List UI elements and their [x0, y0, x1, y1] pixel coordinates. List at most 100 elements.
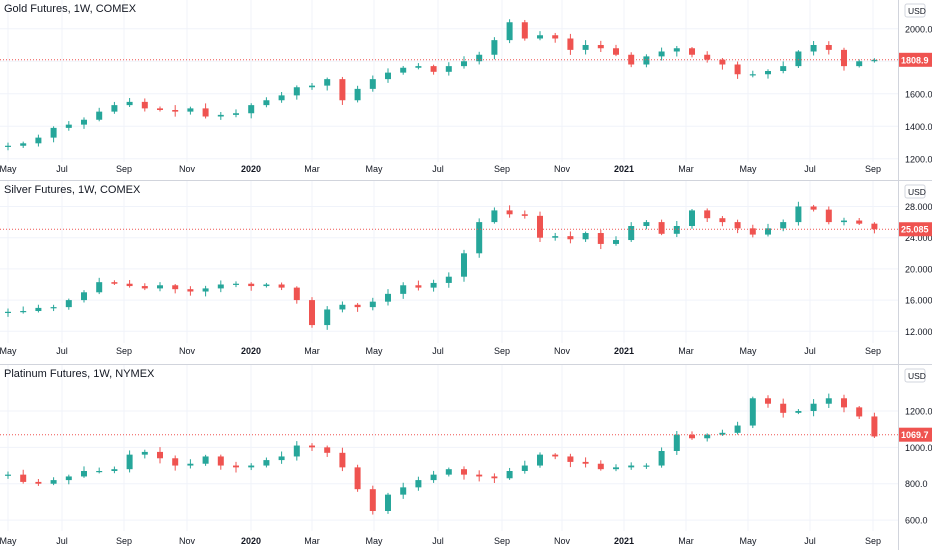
candle-body[interactable]: [780, 222, 787, 229]
candle-body[interactable]: [35, 481, 42, 484]
candle-body[interactable]: [385, 293, 391, 302]
candle-body[interactable]: [248, 283, 255, 287]
candle-body[interactable]: [111, 282, 118, 284]
candle-body[interactable]: [400, 285, 407, 294]
currency-chip[interactable]: [904, 368, 926, 383]
currency-chip[interactable]: [904, 184, 926, 199]
candle-body[interactable]: [354, 88, 361, 101]
candle-body[interactable]: [689, 210, 695, 226]
candle-body[interactable]: [293, 287, 300, 301]
candle-body[interactable]: [856, 407, 863, 417]
candle-body[interactable]: [157, 108, 163, 110]
candle-body[interactable]: [765, 228, 771, 235]
candle-body[interactable]: [415, 480, 422, 488]
candle-body[interactable]: [597, 45, 604, 49]
candle-body[interactable]: [628, 54, 635, 65]
candle-body[interactable]: [537, 454, 543, 466]
candle-body[interactable]: [597, 463, 604, 470]
candle-body[interactable]: [461, 469, 467, 475]
candle-body[interactable]: [673, 48, 680, 52]
candle-body[interactable]: [841, 220, 847, 223]
candle-body[interactable]: [126, 454, 133, 470]
candle-body[interactable]: [430, 474, 437, 481]
candle-body[interactable]: [552, 236, 559, 238]
candle-body[interactable]: [552, 454, 559, 457]
candle-body[interactable]: [20, 474, 27, 482]
candle-body[interactable]: [309, 300, 315, 326]
candle-body[interactable]: [719, 432, 726, 435]
candle-body[interactable]: [233, 465, 239, 468]
candle-body[interactable]: [81, 471, 87, 477]
candle-body[interactable]: [734, 222, 741, 229]
candle-body[interactable]: [96, 282, 103, 293]
candle-body[interactable]: [96, 471, 103, 473]
candle-body[interactable]: [339, 304, 346, 310]
candle-body[interactable]: [856, 220, 863, 224]
candle-body[interactable]: [141, 101, 148, 109]
candle-body[interactable]: [217, 456, 224, 466]
candle-body[interactable]: [597, 233, 604, 244]
candle-body[interactable]: [765, 71, 771, 75]
candle-body[interactable]: [5, 474, 11, 476]
candle-body[interactable]: [187, 463, 194, 466]
candle-body[interactable]: [825, 398, 832, 404]
candle-body[interactable]: [309, 445, 315, 448]
candle-body[interactable]: [248, 465, 255, 468]
candle-body[interactable]: [537, 35, 543, 39]
candle-body[interactable]: [765, 398, 771, 404]
candle-body[interactable]: [719, 218, 726, 223]
candle-body[interactable]: [65, 300, 72, 308]
candle-body[interactable]: [263, 460, 270, 466]
candle-body[interactable]: [111, 105, 118, 112]
candle-body[interactable]: [476, 222, 483, 254]
candle-body[interactable]: [810, 403, 817, 411]
candle-body[interactable]: [50, 127, 57, 138]
candle-body[interactable]: [81, 119, 87, 125]
candle-body[interactable]: [5, 145, 11, 147]
candle-body[interactable]: [521, 465, 528, 471]
candle-body[interactable]: [369, 79, 376, 89]
pane-separator-1[interactable]: [0, 180, 932, 181]
candle-body[interactable]: [217, 284, 224, 289]
candle-body[interactable]: [461, 61, 467, 67]
candle-body[interactable]: [141, 451, 148, 455]
candle-body[interactable]: [871, 59, 878, 62]
candle-body[interactable]: [35, 307, 42, 312]
candle-body[interactable]: [65, 476, 72, 481]
candle-body[interactable]: [126, 283, 133, 287]
candle-body[interactable]: [157, 285, 163, 289]
candle-body[interactable]: [749, 74, 756, 76]
candle-body[interactable]: [673, 434, 680, 451]
candle-body[interactable]: [476, 474, 483, 477]
candle-body[interactable]: [658, 222, 665, 234]
candle-body[interactable]: [704, 54, 711, 60]
candle-body[interactable]: [491, 476, 498, 479]
pane-separator-2[interactable]: [0, 364, 932, 365]
candle-body[interactable]: [689, 434, 695, 439]
candle-body[interactable]: [445, 469, 452, 475]
candle-body[interactable]: [111, 469, 118, 471]
candle-body[interactable]: [20, 311, 27, 313]
silver-chart[interactable]: 28.000 24.000 20.000 16.000 12.000 May Jul Sep N…: [0, 181, 932, 364]
candle-body[interactable]: [202, 288, 209, 292]
candle-body[interactable]: [476, 54, 483, 62]
candle-body[interactable]: [871, 223, 878, 230]
candle-body[interactable]: [96, 111, 103, 120]
candle-body[interactable]: [643, 56, 650, 65]
candle-body[interactable]: [293, 445, 300, 457]
candle-body[interactable]: [400, 67, 407, 73]
candle-body[interactable]: [172, 110, 179, 112]
candle-body[interactable]: [582, 233, 589, 240]
candle-body[interactable]: [780, 403, 787, 413]
candle-body[interactable]: [157, 451, 163, 459]
candle-body[interactable]: [734, 64, 741, 75]
candle-body[interactable]: [233, 113, 239, 115]
candle-body[interactable]: [50, 480, 57, 484]
candle-body[interactable]: [172, 285, 179, 290]
candle-body[interactable]: [202, 456, 209, 464]
candle-body[interactable]: [385, 72, 391, 80]
candle-body[interactable]: [628, 226, 635, 241]
candle-body[interactable]: [491, 40, 498, 55]
candle-body[interactable]: [430, 282, 437, 288]
candle-body[interactable]: [415, 66, 422, 68]
